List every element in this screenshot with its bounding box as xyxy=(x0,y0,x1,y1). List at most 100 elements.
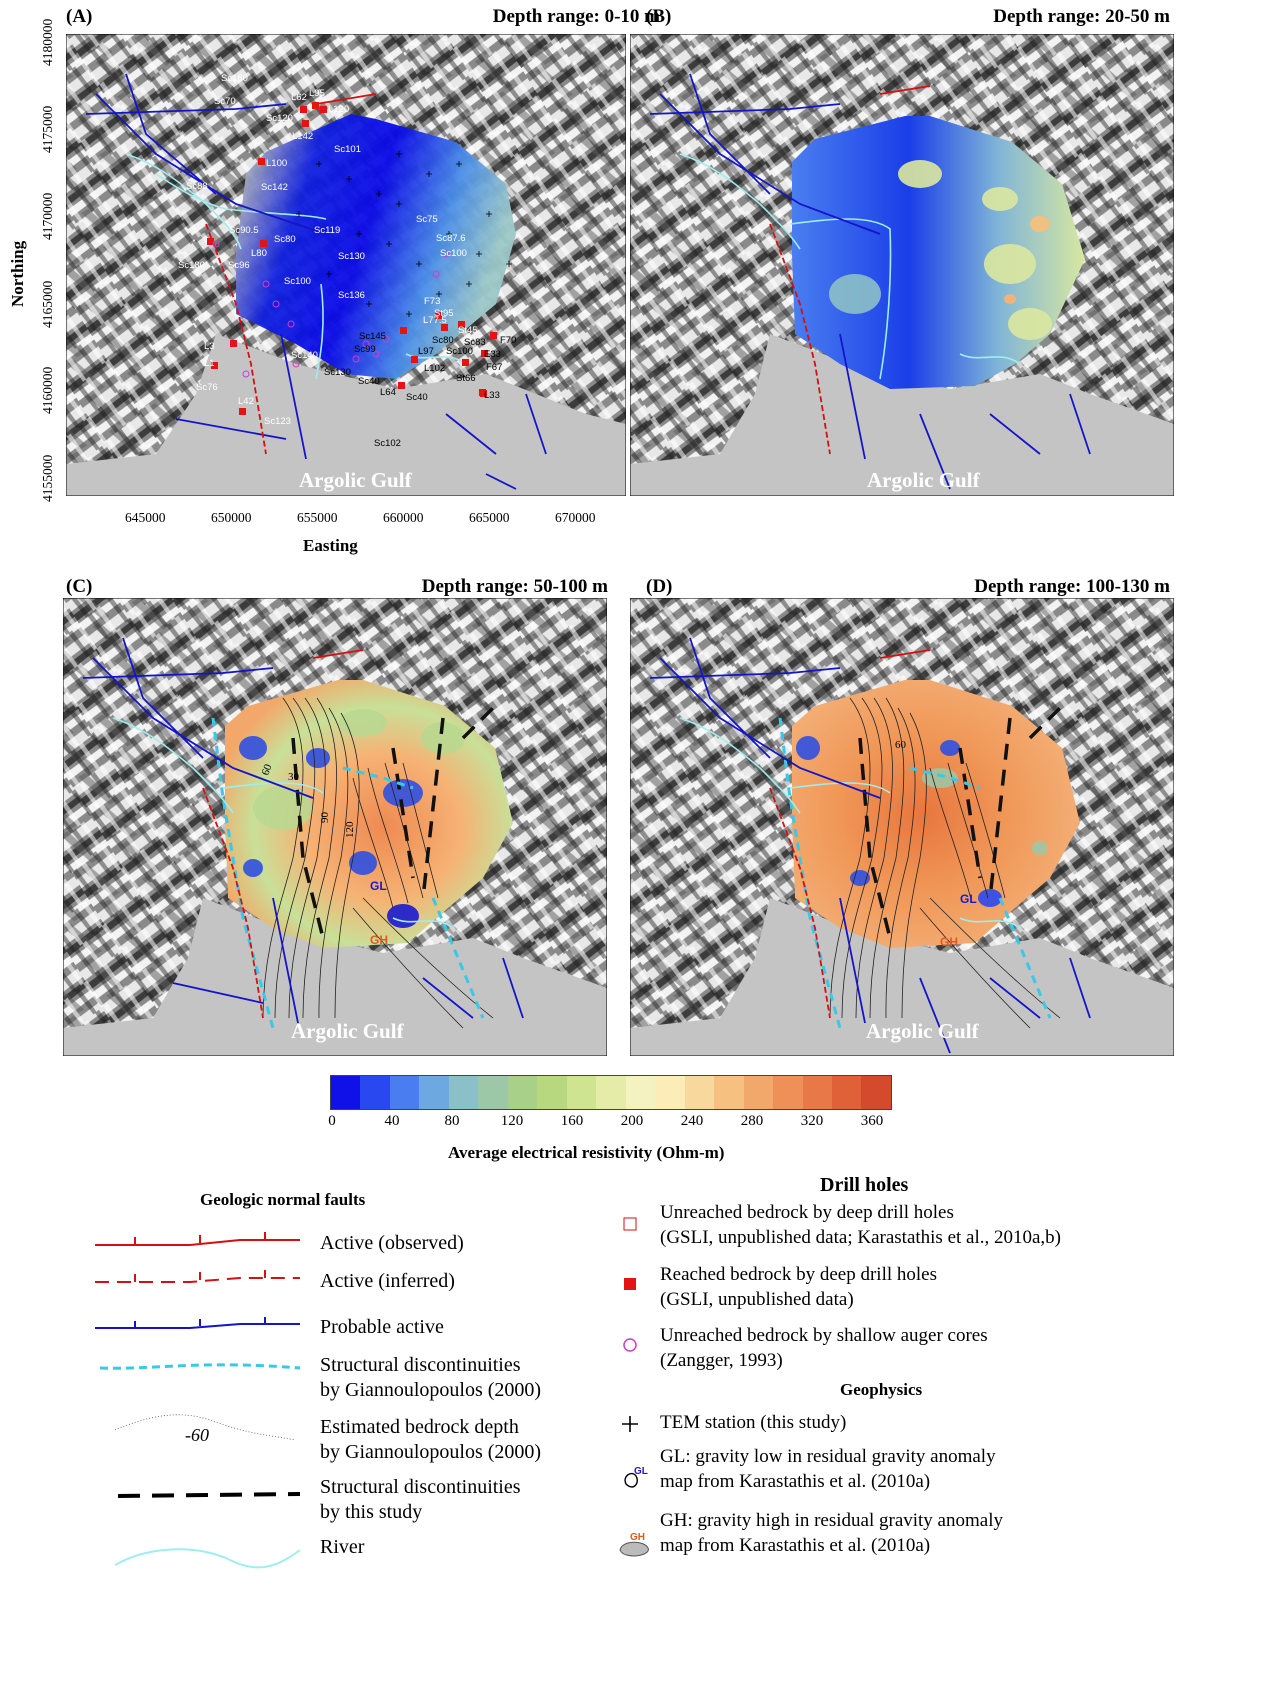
drill-hole-label: L64 xyxy=(380,387,396,398)
drill-hole-label: L142 xyxy=(292,131,313,142)
drill-hole-label: L33 xyxy=(484,390,500,401)
y-tick: 4160000 xyxy=(40,366,55,414)
legend-structural-g-2: by Giannoulopoulos (2000) xyxy=(320,1379,542,1401)
x-tick: 665000 xyxy=(469,510,510,525)
drill-hole-label: St95 xyxy=(434,308,454,319)
drill-hole-label: Sc76 xyxy=(196,382,218,393)
legend-structural-this-2: by this study xyxy=(320,1501,423,1523)
y-tick: 4180000 xyxy=(40,18,55,66)
structural-discontinuities-giannoulopoulos xyxy=(211,717,485,1029)
panel-b-label: (B) xyxy=(646,6,672,27)
legend-auger-2: (Zangger, 1993) xyxy=(660,1350,783,1371)
colorbar-swatch xyxy=(831,1076,862,1109)
colorbar: 0 40 80 120 160 200 240 280 320 360 Average elect… xyxy=(328,1075,892,1175)
legend-active-inferred: Active (inferred) xyxy=(320,1270,455,1292)
panel-c-label: (C) xyxy=(66,576,93,597)
contour-label: 60 xyxy=(260,762,275,777)
tem-stations xyxy=(296,151,512,317)
sea xyxy=(66,334,626,496)
colorbar-swatch xyxy=(684,1076,715,1109)
panel-d-gulf: Argolic Gulf xyxy=(866,1019,980,1043)
drill-hole-label: Sc100 xyxy=(446,346,473,357)
legend-unreached-deep-2: (GSLI, unpublished data; Karastathis et … xyxy=(660,1227,1062,1248)
panel-a-depth: Depth range: 0-10 m xyxy=(492,6,660,27)
drill-hole-label: Sc88 xyxy=(186,181,208,192)
panel-c-map: 60 30 90 120 GL GH Argolic Gulf xyxy=(63,598,607,1056)
faults-red xyxy=(205,93,377,455)
panel-b: (B) Depth range: 20-50 m Argolic Gulf xyxy=(628,0,1188,500)
y-tick: 4165000 xyxy=(40,280,55,328)
panel-c-depth: Depth range: 50-100 m xyxy=(421,576,608,597)
drill-hole-label: L100 xyxy=(266,158,287,169)
legend-gl-2: map from Karastathis et al. (2010a) xyxy=(660,1471,931,1492)
y-axis-title: Northing xyxy=(8,240,27,307)
drill-hole-label: Sc80 xyxy=(432,335,454,346)
drill-hole-label: Sc90.5 xyxy=(229,225,259,236)
drill-title: Drill holes xyxy=(820,1174,909,1196)
drill-hole-label: Sc145 xyxy=(359,331,386,342)
drill-hole-label: Sc100 xyxy=(440,248,467,259)
colorbar-tick: 280 xyxy=(740,1113,764,1129)
panel-d-depth: Depth range: 100-130 m xyxy=(974,576,1170,597)
drill-hole-label: Sc180 xyxy=(178,260,205,271)
drill-hole-label: Sc96 xyxy=(228,260,250,271)
geophysics-title: Geophysics xyxy=(840,1380,923,1399)
colorbar-swatch xyxy=(714,1076,744,1109)
colorbar-swatch xyxy=(448,1076,479,1109)
panel-a-gulf: Argolic Gulf xyxy=(299,468,413,492)
gh-label: GH xyxy=(940,935,958,949)
legend-probable-active: Probable active xyxy=(320,1316,444,1338)
colorbar-swatch xyxy=(419,1076,449,1109)
gl-label: GL xyxy=(960,892,977,906)
unreached-deep-icon xyxy=(623,1217,637,1231)
colorbar-ramp xyxy=(330,1075,892,1110)
drill-hole-label: Sc70 xyxy=(214,96,236,107)
colorbar-swatch xyxy=(537,1076,567,1109)
legend-gh-1: GH: gravity high in residual gravity ano… xyxy=(660,1510,1003,1531)
drill-hole-label: Sc140 xyxy=(291,350,318,361)
colorbar-swatch xyxy=(802,1076,832,1109)
drill-hole-label: Sc120 xyxy=(266,113,293,124)
drill-hole-label: L95 xyxy=(309,88,325,99)
fault-symbols: -60 xyxy=(95,1232,301,1569)
drill-hole-label: L42 xyxy=(238,396,254,407)
legend-auger-1: Unreached bedrock by shallow auger cores xyxy=(660,1325,988,1346)
colorbar-tick: 0 xyxy=(328,1113,336,1129)
drill-hole-label: Sc136 xyxy=(338,290,365,301)
contour-label: 30 xyxy=(288,771,300,783)
contour-label: 120 xyxy=(344,821,356,838)
panel-b-map: Argolic Gulf xyxy=(630,34,1174,496)
legend-bedrock-depth-1: Estimated bedrock depth xyxy=(320,1416,519,1438)
legend-active-observed: Active (observed) xyxy=(320,1232,464,1254)
bedrock-contours xyxy=(262,697,494,1029)
panel-c: (C) Depth range: 50-100 m xyxy=(0,570,620,1060)
x-tick: 645000 xyxy=(125,510,166,525)
legend-reached-deep-2: (GSLI, unpublished data) xyxy=(660,1289,854,1310)
colorbar-tick: 80 xyxy=(444,1113,460,1129)
panel-a: (A) Depth range: 0-10 m xyxy=(0,0,670,590)
contour-label: 90 xyxy=(319,812,331,824)
colorbar-tick: 320 xyxy=(800,1113,824,1129)
gh-icon-label: GH xyxy=(630,1532,645,1543)
drill-hole-label: F67 xyxy=(486,362,502,373)
x-axis-title: Easting xyxy=(303,536,358,555)
drill-hole-label: Sc101 xyxy=(334,144,361,155)
colorbar-swatch xyxy=(625,1076,656,1109)
drill-hole-label: Sc142 xyxy=(261,182,288,193)
drill-hole-label: L3 xyxy=(204,341,215,352)
resistivity-overlay xyxy=(236,114,516,379)
drill-hole-label: F70 xyxy=(500,335,516,346)
drill-hole-label: Sc40 xyxy=(406,392,428,403)
drill-hole-label: St45 xyxy=(458,325,478,336)
panel-d: (D) Depth range: 100-130 m xyxy=(628,570,1188,1060)
legend-structural-this-1: Structural discontinuities xyxy=(320,1476,521,1498)
legend-faults: Geologic normal faults -60 Active (obser… xyxy=(0,1180,620,1690)
gl-icon xyxy=(624,1472,638,1488)
drill-hole-label: Sc100 xyxy=(284,276,311,287)
drill-hole-label: L62 xyxy=(291,92,307,103)
legend-drill: Drill holes GL GH Unreached bedrock by d… xyxy=(600,1170,1282,1695)
drill-hole-label: F73 xyxy=(424,296,440,307)
colorbar-swatch xyxy=(861,1076,891,1109)
colorbar-tick: 120 xyxy=(500,1113,524,1129)
